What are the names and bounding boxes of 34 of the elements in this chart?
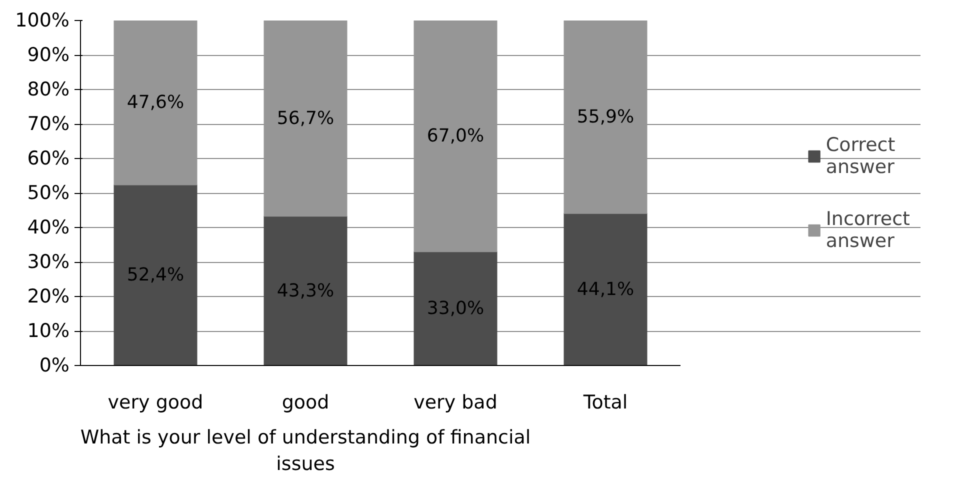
legend-label: Correct answer	[826, 134, 896, 178]
y-tick-label: 90%	[27, 44, 70, 66]
x-tick-label: very bad	[414, 392, 498, 414]
data-label: 43,3%	[276, 280, 334, 302]
y-tick-label: 20%	[27, 286, 70, 308]
data-label: 55,9%	[576, 106, 634, 128]
bar	[564, 20, 648, 214]
x-tick-label: Total	[582, 392, 628, 414]
bar	[264, 216, 348, 366]
y-tick-label: 50%	[27, 182, 70, 204]
data-label: 44,1%	[576, 278, 634, 300]
bar	[264, 20, 348, 217]
y-tick-label: 80%	[27, 78, 70, 100]
bar	[114, 20, 198, 186]
y-tick-label: 100%	[15, 10, 70, 32]
y-tick-label: 10%	[27, 320, 70, 342]
data-label: 67,0%	[426, 126, 484, 147]
text: What is your level of understanding of financial issues	[80, 426, 531, 475]
bar	[114, 184, 198, 366]
y-tick-label: 30%	[27, 251, 70, 273]
y-tick-label: 70%	[27, 113, 70, 135]
data-label: 52,4%	[126, 264, 184, 286]
x-tick-label: good	[282, 392, 330, 414]
data-label: 56,7%	[276, 108, 334, 129]
bar	[414, 20, 498, 252]
bar	[414, 251, 498, 366]
y-tick-label: 40%	[27, 216, 70, 238]
data-label: 47,6%	[126, 92, 184, 114]
bar	[564, 212, 648, 366]
legend-label: Incorrect answer	[826, 208, 910, 252]
data-label: 33,0%	[426, 298, 484, 320]
x-tick-label: very good	[108, 392, 204, 414]
y-tick-label: 0%	[39, 354, 70, 376]
y-tick-label: 60%	[27, 148, 70, 170]
